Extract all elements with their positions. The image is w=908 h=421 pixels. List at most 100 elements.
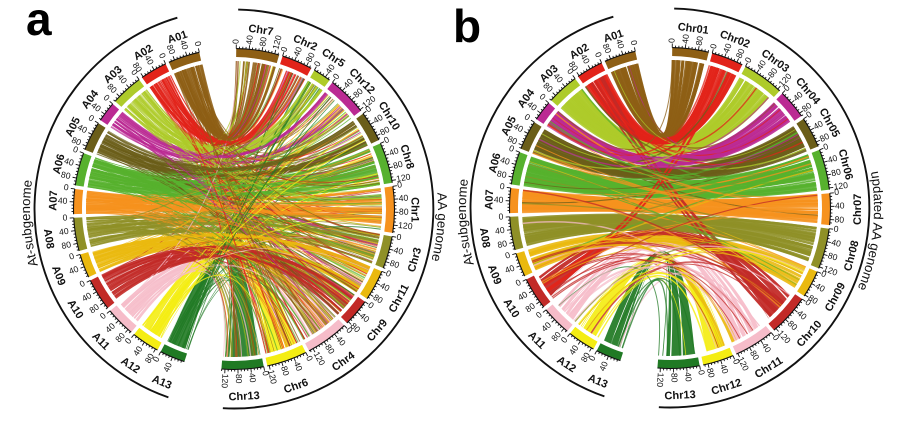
svg-text:Chr09: Chr09	[823, 281, 848, 314]
svg-text:0: 0	[629, 39, 640, 46]
svg-text:A06: A06	[51, 153, 68, 176]
svg-text:0: 0	[151, 355, 162, 364]
svg-text:A09: A09	[49, 264, 67, 287]
svg-text:Chr13: Chr13	[664, 389, 696, 403]
svg-text:Chr13: Chr13	[228, 390, 260, 404]
svg-text:Chr08: Chr08	[842, 239, 862, 272]
svg-text:40: 40	[58, 195, 68, 205]
svg-text:80: 80	[70, 135, 83, 148]
svg-text:80: 80	[830, 166, 842, 178]
svg-text:At-subgenome: At-subgenome	[454, 178, 477, 268]
svg-text:0: 0	[312, 59, 323, 68]
svg-text:0: 0	[396, 232, 403, 243]
svg-text:80: 80	[669, 373, 679, 383]
svg-text:40: 40	[291, 45, 304, 58]
svg-text:40: 40	[142, 53, 156, 66]
svg-text:80: 80	[705, 367, 717, 379]
svg-text:40: 40	[830, 237, 842, 249]
svg-text:0: 0	[833, 224, 839, 235]
svg-text:A09: A09	[485, 263, 503, 286]
svg-text:80: 80	[497, 238, 509, 250]
svg-text:40: 40	[247, 372, 258, 383]
svg-text:Chr4: Chr4	[330, 349, 358, 374]
svg-text:80: 80	[496, 168, 508, 180]
svg-text:40: 40	[614, 38, 626, 50]
svg-text:0: 0	[98, 310, 108, 321]
svg-text:40: 40	[388, 145, 401, 158]
svg-text:120: 120	[822, 263, 839, 278]
svg-text:40: 40	[835, 200, 845, 210]
svg-text:0: 0	[499, 181, 505, 192]
svg-text:Chr3: Chr3	[406, 246, 424, 273]
svg-text:40: 40	[597, 360, 610, 373]
svg-text:80: 80	[61, 239, 73, 251]
svg-text:0: 0	[260, 370, 271, 377]
svg-text:0: 0	[397, 179, 403, 190]
svg-text:0: 0	[193, 40, 204, 47]
svg-text:0: 0	[384, 268, 392, 279]
svg-text:Chr11: Chr11	[387, 282, 412, 315]
svg-text:A07: A07	[47, 190, 60, 211]
svg-text:0: 0	[279, 45, 290, 53]
svg-text:40: 40	[76, 122, 89, 135]
svg-text:0: 0	[708, 42, 719, 49]
svg-text:Chr6: Chr6	[282, 377, 310, 397]
svg-text:Chr10: Chr10	[795, 318, 825, 349]
svg-text:0: 0	[593, 50, 604, 59]
svg-text:0: 0	[129, 67, 140, 77]
svg-text:0: 0	[781, 83, 792, 94]
svg-text:80: 80	[834, 214, 844, 225]
svg-text:0: 0	[508, 143, 516, 154]
svg-text:80: 80	[506, 134, 519, 147]
svg-text:0: 0	[514, 277, 523, 288]
svg-text:0: 0	[231, 39, 241, 44]
svg-text:120: 120	[266, 369, 279, 385]
svg-text:120: 120	[395, 171, 411, 183]
svg-text:40: 40	[161, 361, 174, 374]
svg-text:80: 80	[378, 124, 391, 137]
svg-text:40: 40	[512, 121, 525, 134]
svg-text:0: 0	[743, 55, 754, 64]
svg-text:40: 40	[499, 155, 511, 167]
svg-text:40: 40	[80, 290, 94, 304]
svg-text:0: 0	[559, 335, 570, 345]
svg-text:A01: A01	[166, 29, 189, 47]
svg-text:0: 0	[344, 325, 355, 336]
svg-text:Chr7: Chr7	[248, 23, 275, 39]
svg-text:80: 80	[234, 374, 244, 384]
svg-text:A08: A08	[477, 227, 492, 249]
svg-text:40: 40	[539, 320, 553, 334]
svg-text:0: 0	[820, 268, 829, 279]
svg-text:0: 0	[504, 250, 512, 261]
svg-text:80: 80	[601, 42, 614, 55]
svg-text:0: 0	[822, 141, 830, 152]
svg-text:40: 40	[494, 194, 504, 204]
svg-text:80: 80	[818, 131, 831, 144]
svg-text:120: 120	[833, 180, 849, 192]
svg-text:40: 40	[795, 308, 809, 322]
svg-text:40: 40	[103, 321, 117, 335]
svg-text:80: 80	[392, 159, 404, 171]
svg-text:80: 80	[748, 348, 762, 361]
svg-text:0: 0	[68, 251, 76, 262]
svg-text:0: 0	[63, 182, 69, 193]
svg-text:40: 40	[58, 226, 69, 237]
svg-text:0: 0	[523, 111, 533, 122]
svg-text:0: 0	[538, 91, 548, 102]
svg-text:80: 80	[694, 35, 706, 46]
svg-text:80: 80	[257, 36, 269, 47]
svg-text:40: 40	[292, 360, 305, 373]
svg-text:80: 80	[734, 47, 747, 60]
svg-text:40: 40	[131, 344, 145, 358]
svg-text:A13: A13	[586, 372, 609, 391]
svg-text:40: 40	[378, 280, 391, 293]
svg-text:80: 80	[388, 258, 401, 271]
svg-text:0: 0	[72, 144, 80, 155]
svg-text:40: 40	[680, 33, 691, 44]
svg-text:40: 40	[516, 289, 530, 303]
svg-text:0: 0	[667, 38, 677, 43]
svg-text:40: 40	[244, 34, 255, 45]
svg-text:0: 0	[102, 92, 112, 103]
svg-text:40: 40	[567, 343, 581, 357]
svg-text:120: 120	[270, 34, 283, 51]
